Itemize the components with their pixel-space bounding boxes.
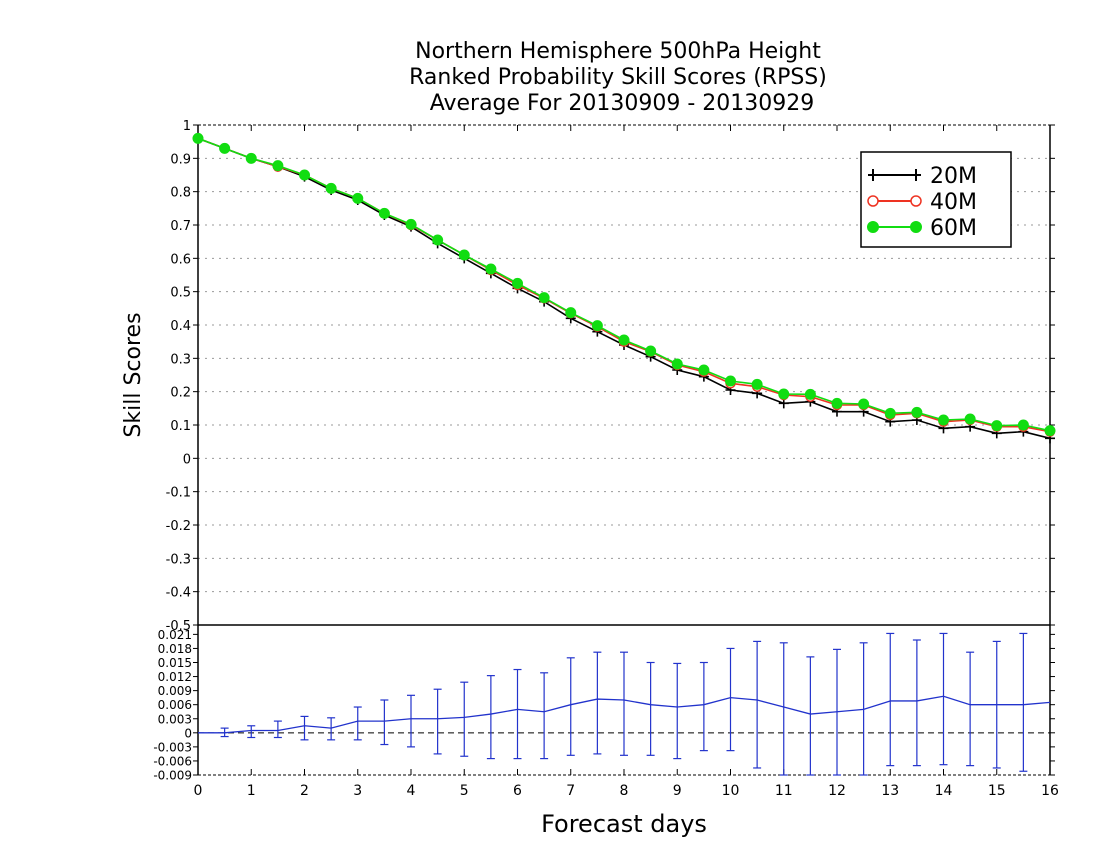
legend-marker xyxy=(910,195,922,207)
series-point xyxy=(512,277,523,289)
series-point xyxy=(858,398,870,410)
series-point xyxy=(751,378,763,390)
y-axis-label: Skill Scores xyxy=(121,312,146,437)
y-tick-label: 1 xyxy=(183,119,191,134)
x-tick-label: 16 xyxy=(1041,783,1059,799)
series-point xyxy=(538,292,550,304)
difference-line xyxy=(198,695,1051,734)
y-tick-label: -0.5 xyxy=(166,619,191,634)
y-tick-label: -0.2 xyxy=(166,519,191,534)
y-tick-label: 0.003 xyxy=(158,712,192,726)
series-point xyxy=(991,420,1003,432)
series-point xyxy=(618,334,630,346)
y-tick-label: 0.6 xyxy=(170,252,191,267)
series-point xyxy=(219,142,231,154)
series-point xyxy=(245,152,257,164)
series-point xyxy=(964,413,976,425)
series-point xyxy=(299,169,310,181)
y-tick-label: -0.3 xyxy=(166,552,191,567)
y-tick-label: 0.5 xyxy=(170,286,191,301)
legend-label: 20M xyxy=(930,164,977,189)
y-tick-label: 0 xyxy=(183,452,191,467)
x-axis-label: Forecast days xyxy=(541,810,707,838)
difference-panel: 0.0210.0180.0150.0120.0090.0060.0030-0.0… xyxy=(153,624,1059,799)
series-point xyxy=(591,320,603,332)
series-point xyxy=(272,160,284,172)
series-point xyxy=(458,249,470,261)
series-point xyxy=(1044,425,1056,437)
x-tick-label: 5 xyxy=(460,783,469,799)
y-tick-label: 0.3 xyxy=(170,352,191,367)
legend-marker xyxy=(867,221,879,233)
legend-marker xyxy=(867,195,879,207)
y-tick-label: 0.1 xyxy=(170,419,191,434)
x-tick-label: 13 xyxy=(881,783,899,799)
x-tick-label: 14 xyxy=(935,783,953,799)
y-tick-label: 0.2 xyxy=(170,386,191,401)
series-point xyxy=(325,182,337,194)
x-tick-label: 12 xyxy=(828,783,846,799)
series-point xyxy=(725,375,736,387)
series-point xyxy=(1017,419,1029,431)
series-point xyxy=(405,218,417,230)
y-tick-label: 0.009 xyxy=(158,684,192,698)
series-point xyxy=(485,263,497,275)
title-line-2: Ranked Probability Skill Scores (RPSS) xyxy=(409,65,827,90)
y-tick-label: 0.018 xyxy=(158,642,192,656)
series-point xyxy=(378,207,390,219)
x-tick-label: 7 xyxy=(566,783,575,799)
series-point xyxy=(565,307,577,319)
x-tick-label: 8 xyxy=(620,783,629,799)
y-tick-label: 0.012 xyxy=(158,670,192,684)
y-tick-label: 0.4 xyxy=(170,319,191,334)
x-tick-label: 0 xyxy=(194,783,203,799)
y-tick-label: 0.015 xyxy=(158,656,192,670)
legend-box xyxy=(860,151,1012,248)
series-point xyxy=(645,345,657,357)
series-point xyxy=(804,388,816,400)
series-point xyxy=(671,358,683,370)
x-tick-label: 9 xyxy=(673,783,682,799)
series-point xyxy=(698,364,710,376)
title-line-1: Northern Hemisphere 500hPa Height xyxy=(415,39,821,64)
y-tick-label: 0.8 xyxy=(170,186,191,201)
y-tick-label: -0.4 xyxy=(166,586,191,601)
x-tick-label: 4 xyxy=(407,783,416,799)
y-tick-label: 0.9 xyxy=(170,152,191,167)
x-tick-label: 10 xyxy=(722,783,740,799)
legend-marker xyxy=(911,169,921,181)
series-point xyxy=(432,234,444,246)
series-point xyxy=(352,192,364,204)
series-point xyxy=(938,414,949,426)
y-tick-label: -0.1 xyxy=(166,486,191,501)
y-tick-label: -0.003 xyxy=(153,740,192,754)
x-tick-label: 6 xyxy=(513,783,522,799)
x-tick-label: 2 xyxy=(300,783,309,799)
legend-marker xyxy=(910,221,922,233)
x-tick-label: 11 xyxy=(775,783,793,799)
y-tick-label: 0.006 xyxy=(158,698,192,712)
legend-marker xyxy=(868,169,878,181)
title-line-3: Average For 20130909 - 20130929 xyxy=(430,91,815,116)
series-point xyxy=(831,397,843,409)
x-tick-label: 15 xyxy=(988,783,1006,799)
y-tick-label: 0.021 xyxy=(158,628,192,642)
x-tick-label: 3 xyxy=(353,783,362,799)
y-tick-label: 0.7 xyxy=(170,219,191,234)
y-tick-label: -0.006 xyxy=(153,754,192,768)
series-point xyxy=(884,407,896,419)
main-panel: 1 0.9 0.8 0.7 0.6 0.5 0.4 0.3 0.2 0.1 0 -0.1 -0.2 -0.… xyxy=(166,119,1056,634)
series-point xyxy=(778,388,790,400)
chart-title: Northern Hemisphere 500hPa Height Ranked… xyxy=(409,39,827,116)
x-tick-label: 1 xyxy=(247,783,256,799)
y-tick-label: 0 xyxy=(184,726,192,740)
legend-label: 60M xyxy=(930,216,977,241)
legend-label: 40M xyxy=(930,190,977,215)
series-point xyxy=(192,132,204,144)
y-tick-label: -0.009 xyxy=(153,769,192,783)
series-point xyxy=(911,406,923,418)
